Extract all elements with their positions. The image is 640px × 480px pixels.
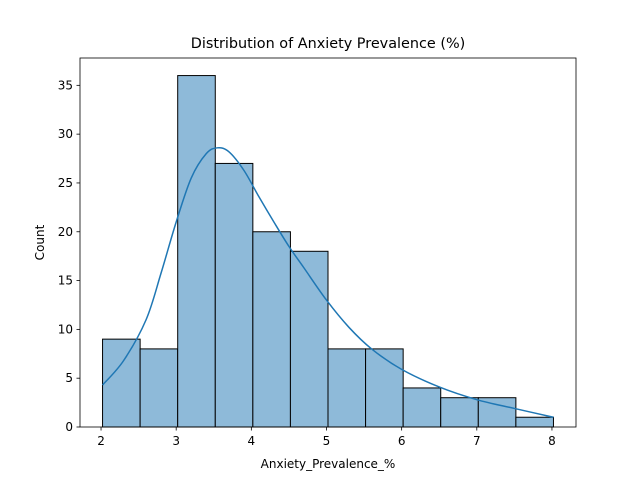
histogram-bar [214,162,254,428]
y-tick-label: 25 [58,176,73,190]
histogram-bar [252,231,291,428]
histogram-bar [102,338,141,428]
kde-curve [101,146,554,418]
y-tick-label: 20 [58,225,73,239]
histogram-bar [139,348,179,428]
x-tick-label: 5 [323,434,331,448]
x-tick-label: 2 [97,434,105,448]
y-axis-ticks: 0 5 10 15 20 25 30 35 [58,78,80,434]
histogram-bar [289,250,329,428]
y-tick-label: 35 [58,78,73,92]
chart-title: Distribution of Anxiety Prevalence (%) [191,36,465,52]
x-tick-label: 8 [548,434,556,448]
histogram-bar [402,387,442,428]
histogram-bar [327,348,367,428]
y-tick-label: 5 [65,371,73,385]
histogram-bars [102,75,554,428]
histogram-bar [515,416,554,428]
x-tick-label: 6 [398,434,406,448]
y-tick-label: 15 [58,274,73,288]
histogram-bar [177,75,216,428]
y-axis-label: Count [33,224,47,260]
histogram-bar [365,348,404,428]
histogram-bar [440,397,479,428]
x-axis-ticks: 2 3 4 5 6 7 8 [97,427,556,448]
x-axis-label: Anxiety_Prevalence_% [261,457,396,471]
x-tick-label: 4 [248,434,256,448]
x-tick-label: 7 [473,434,481,448]
y-tick-label: 10 [58,322,73,336]
y-tick-label: 0 [65,420,73,434]
x-tick-label: 3 [172,434,180,448]
y-tick-label: 30 [58,127,73,141]
plot-frame [79,57,577,428]
